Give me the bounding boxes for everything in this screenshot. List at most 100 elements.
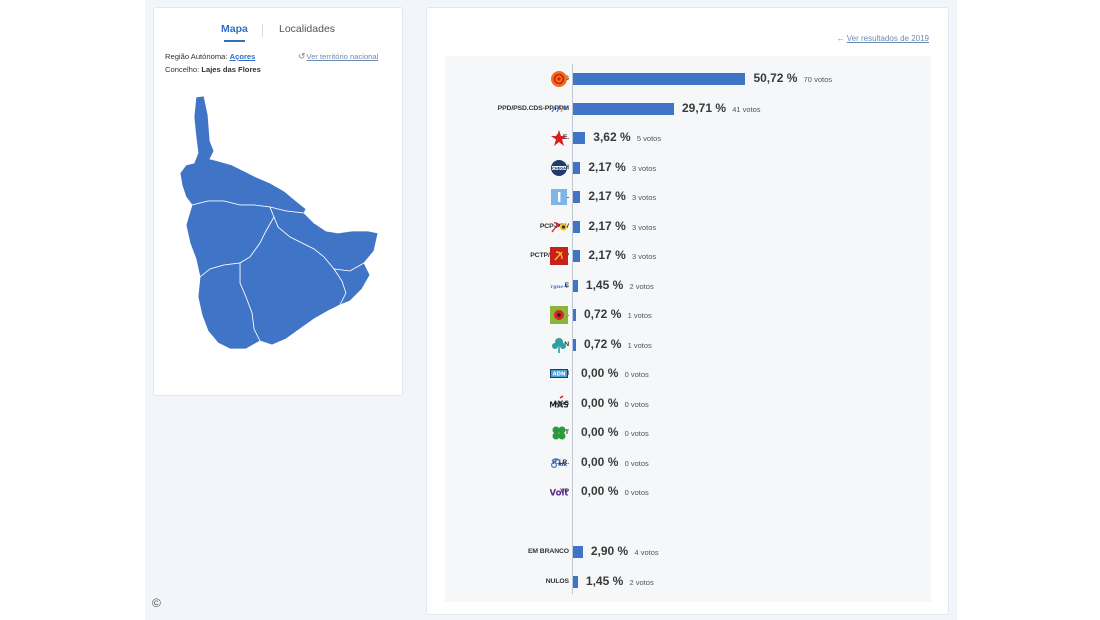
percentage-label: 0,00 % xyxy=(581,484,619,498)
svg-text:CHEGA: CHEGA xyxy=(552,166,566,170)
council-label: Concelho: xyxy=(165,65,200,74)
bar xyxy=(573,161,581,174)
adn-badge-icon: ADN xyxy=(550,365,568,383)
tab-divider xyxy=(262,24,263,37)
bar xyxy=(573,309,576,321)
party-row[interactable]: CHCHEGA2,17 %3 votos xyxy=(445,158,931,178)
undo-arrow-icon: ↺ xyxy=(298,51,306,61)
party-row[interactable]: PCP-PEV 2,17 % 3 votos xyxy=(445,217,931,237)
bar xyxy=(573,191,581,203)
ps-fist-rose-icon xyxy=(550,70,568,88)
previous-results-link[interactable]: ← Ver resultados de 2019 xyxy=(837,34,929,43)
percentage-label: 2,17 % xyxy=(588,189,626,203)
special-name: NULOS xyxy=(545,577,569,585)
municipality-map xyxy=(179,95,379,350)
votes-label: 4 votos xyxy=(634,548,659,557)
map-region-southeast[interactable] xyxy=(333,262,371,306)
volt-text-icon: Volt xyxy=(550,483,568,501)
chart-axis-line xyxy=(572,64,573,594)
percentage-label: 0,00 % xyxy=(581,425,619,439)
red-star-icon xyxy=(550,129,568,147)
percentage-label: 0,00 % xyxy=(581,454,619,469)
party-name: PCTP/MRPP xyxy=(530,252,569,259)
votes-label: 0 votos xyxy=(624,488,649,497)
chega-badge-icon: CHEGA xyxy=(550,159,568,177)
party-name: PPD/PSD.CDS-PP.PPM xyxy=(497,104,569,112)
copyright-icon: © xyxy=(152,596,161,610)
party-name: R.I.R. xyxy=(552,458,569,466)
region-breadcrumb: Região Autónoma: Açores xyxy=(165,52,255,61)
party-name: VP xyxy=(560,488,569,495)
special-name: EM BRANCO xyxy=(527,548,569,555)
tab-places[interactable]: Localidades xyxy=(279,23,336,35)
percentage-label: 2,17 % xyxy=(588,159,626,174)
map-region-north[interactable] xyxy=(179,95,307,214)
percentage-label: 1,45 % xyxy=(585,573,624,588)
liberal-blue-icon xyxy=(550,188,568,206)
bar xyxy=(573,338,576,351)
party-row[interactable]: EErgue-te 1,45 % 2 votos xyxy=(445,276,931,296)
bar xyxy=(573,546,583,558)
votes-label: 2 votos xyxy=(629,281,654,291)
view-tabs: Mapa Localidades xyxy=(154,23,402,51)
tab-map[interactable]: Mapa xyxy=(221,23,248,42)
votes-label: 70 votos xyxy=(803,75,832,84)
council-value: Lajes das Flores xyxy=(201,65,261,74)
special-row[interactable]: EM BRANCO 2,90 % 4 votos xyxy=(445,542,931,562)
party-row[interactable]: ADNADN0,00 %0 votos xyxy=(445,364,931,384)
percentage-label: 50,72 % xyxy=(753,71,798,85)
national-territory-link[interactable]: ↺Ver território nacional xyxy=(298,51,378,62)
bar xyxy=(573,486,575,498)
percentage-label: 0,00 % xyxy=(581,395,619,410)
party-row[interactable]: MAS MAS 0,00 % 0 votos xyxy=(445,394,931,414)
bar xyxy=(573,220,581,233)
votes-label: 3 votos xyxy=(631,222,657,232)
percentage-label: 2,17 % xyxy=(588,218,626,233)
votes-label: 3 votos xyxy=(631,163,657,173)
bar xyxy=(573,398,575,410)
party-row[interactable]: L0,72 %1 votos xyxy=(445,305,931,325)
svg-text:RIR: RIR xyxy=(558,462,567,468)
svg-text:MAS: MAS xyxy=(550,400,568,409)
pan-tree-icon xyxy=(550,336,568,354)
party-name: MAS xyxy=(554,399,569,407)
bar xyxy=(573,102,674,115)
results-panel: ←Ver resultados de 2019 PS50,72 %70 voto… xyxy=(426,7,949,615)
clover-icon xyxy=(550,424,568,442)
bar xyxy=(573,457,575,469)
results-bar-chart: PS50,72 %70 votosPPD/PSD.CDS-PP.PPM29,71… xyxy=(445,56,931,602)
bar xyxy=(573,368,575,380)
votes-label: 1 votos xyxy=(627,340,652,350)
region-label: Região Autónoma: xyxy=(165,52,228,61)
special-row[interactable]: NULOS 1,45 % 2 votos xyxy=(445,572,931,592)
party-name: PCP-PEV xyxy=(539,222,569,230)
arrow-left-icon: ← xyxy=(836,34,845,43)
previous-results-label: Ver resultados de 2019 xyxy=(846,34,929,43)
votes-label: 0 votos xyxy=(624,370,649,379)
percentage-label: 3,62 % xyxy=(593,130,631,144)
national-link-label: Ver território nacional xyxy=(306,52,379,61)
map-region-southwest[interactable] xyxy=(197,262,261,350)
party-row[interactable]: PPD/PSD.CDS-PP.PPM 29,71 % 41 votos xyxy=(445,99,931,119)
livre-poppy-icon xyxy=(550,306,568,324)
party-row[interactable]: IL2,17 %3 votos xyxy=(445,187,931,207)
votes-label: 0 votos xyxy=(624,458,649,468)
votes-label: 41 votos xyxy=(732,104,761,114)
bar xyxy=(573,132,586,144)
party-row[interactable]: B.E.3,62 %5 votos xyxy=(445,128,931,148)
hammer-sickle-sunflower-icon xyxy=(550,218,568,236)
votes-label: 0 votos xyxy=(624,429,649,438)
percentage-label: 0,00 % xyxy=(581,366,619,380)
party-row[interactable]: PS50,72 %70 votos xyxy=(445,69,931,89)
bar xyxy=(573,575,578,588)
party-row[interactable]: PCTP/MRPP 2,17 % 3 votos xyxy=(445,246,931,266)
party-row[interactable]: R.I.R. RIR 0,00 % 0 votos xyxy=(445,453,931,473)
region-link[interactable]: Açores xyxy=(229,52,256,61)
percentage-label: 29,71 % xyxy=(682,100,727,115)
party-name: E xyxy=(564,281,570,289)
party-row[interactable]: PAN0,72 %1 votos xyxy=(445,335,931,355)
party-row[interactable]: VP Volt 0,00 % 0 votos xyxy=(445,482,931,502)
percentage-label: 2,90 % xyxy=(590,544,629,558)
party-row[interactable]: MPT0,00 %0 votos xyxy=(445,423,931,443)
